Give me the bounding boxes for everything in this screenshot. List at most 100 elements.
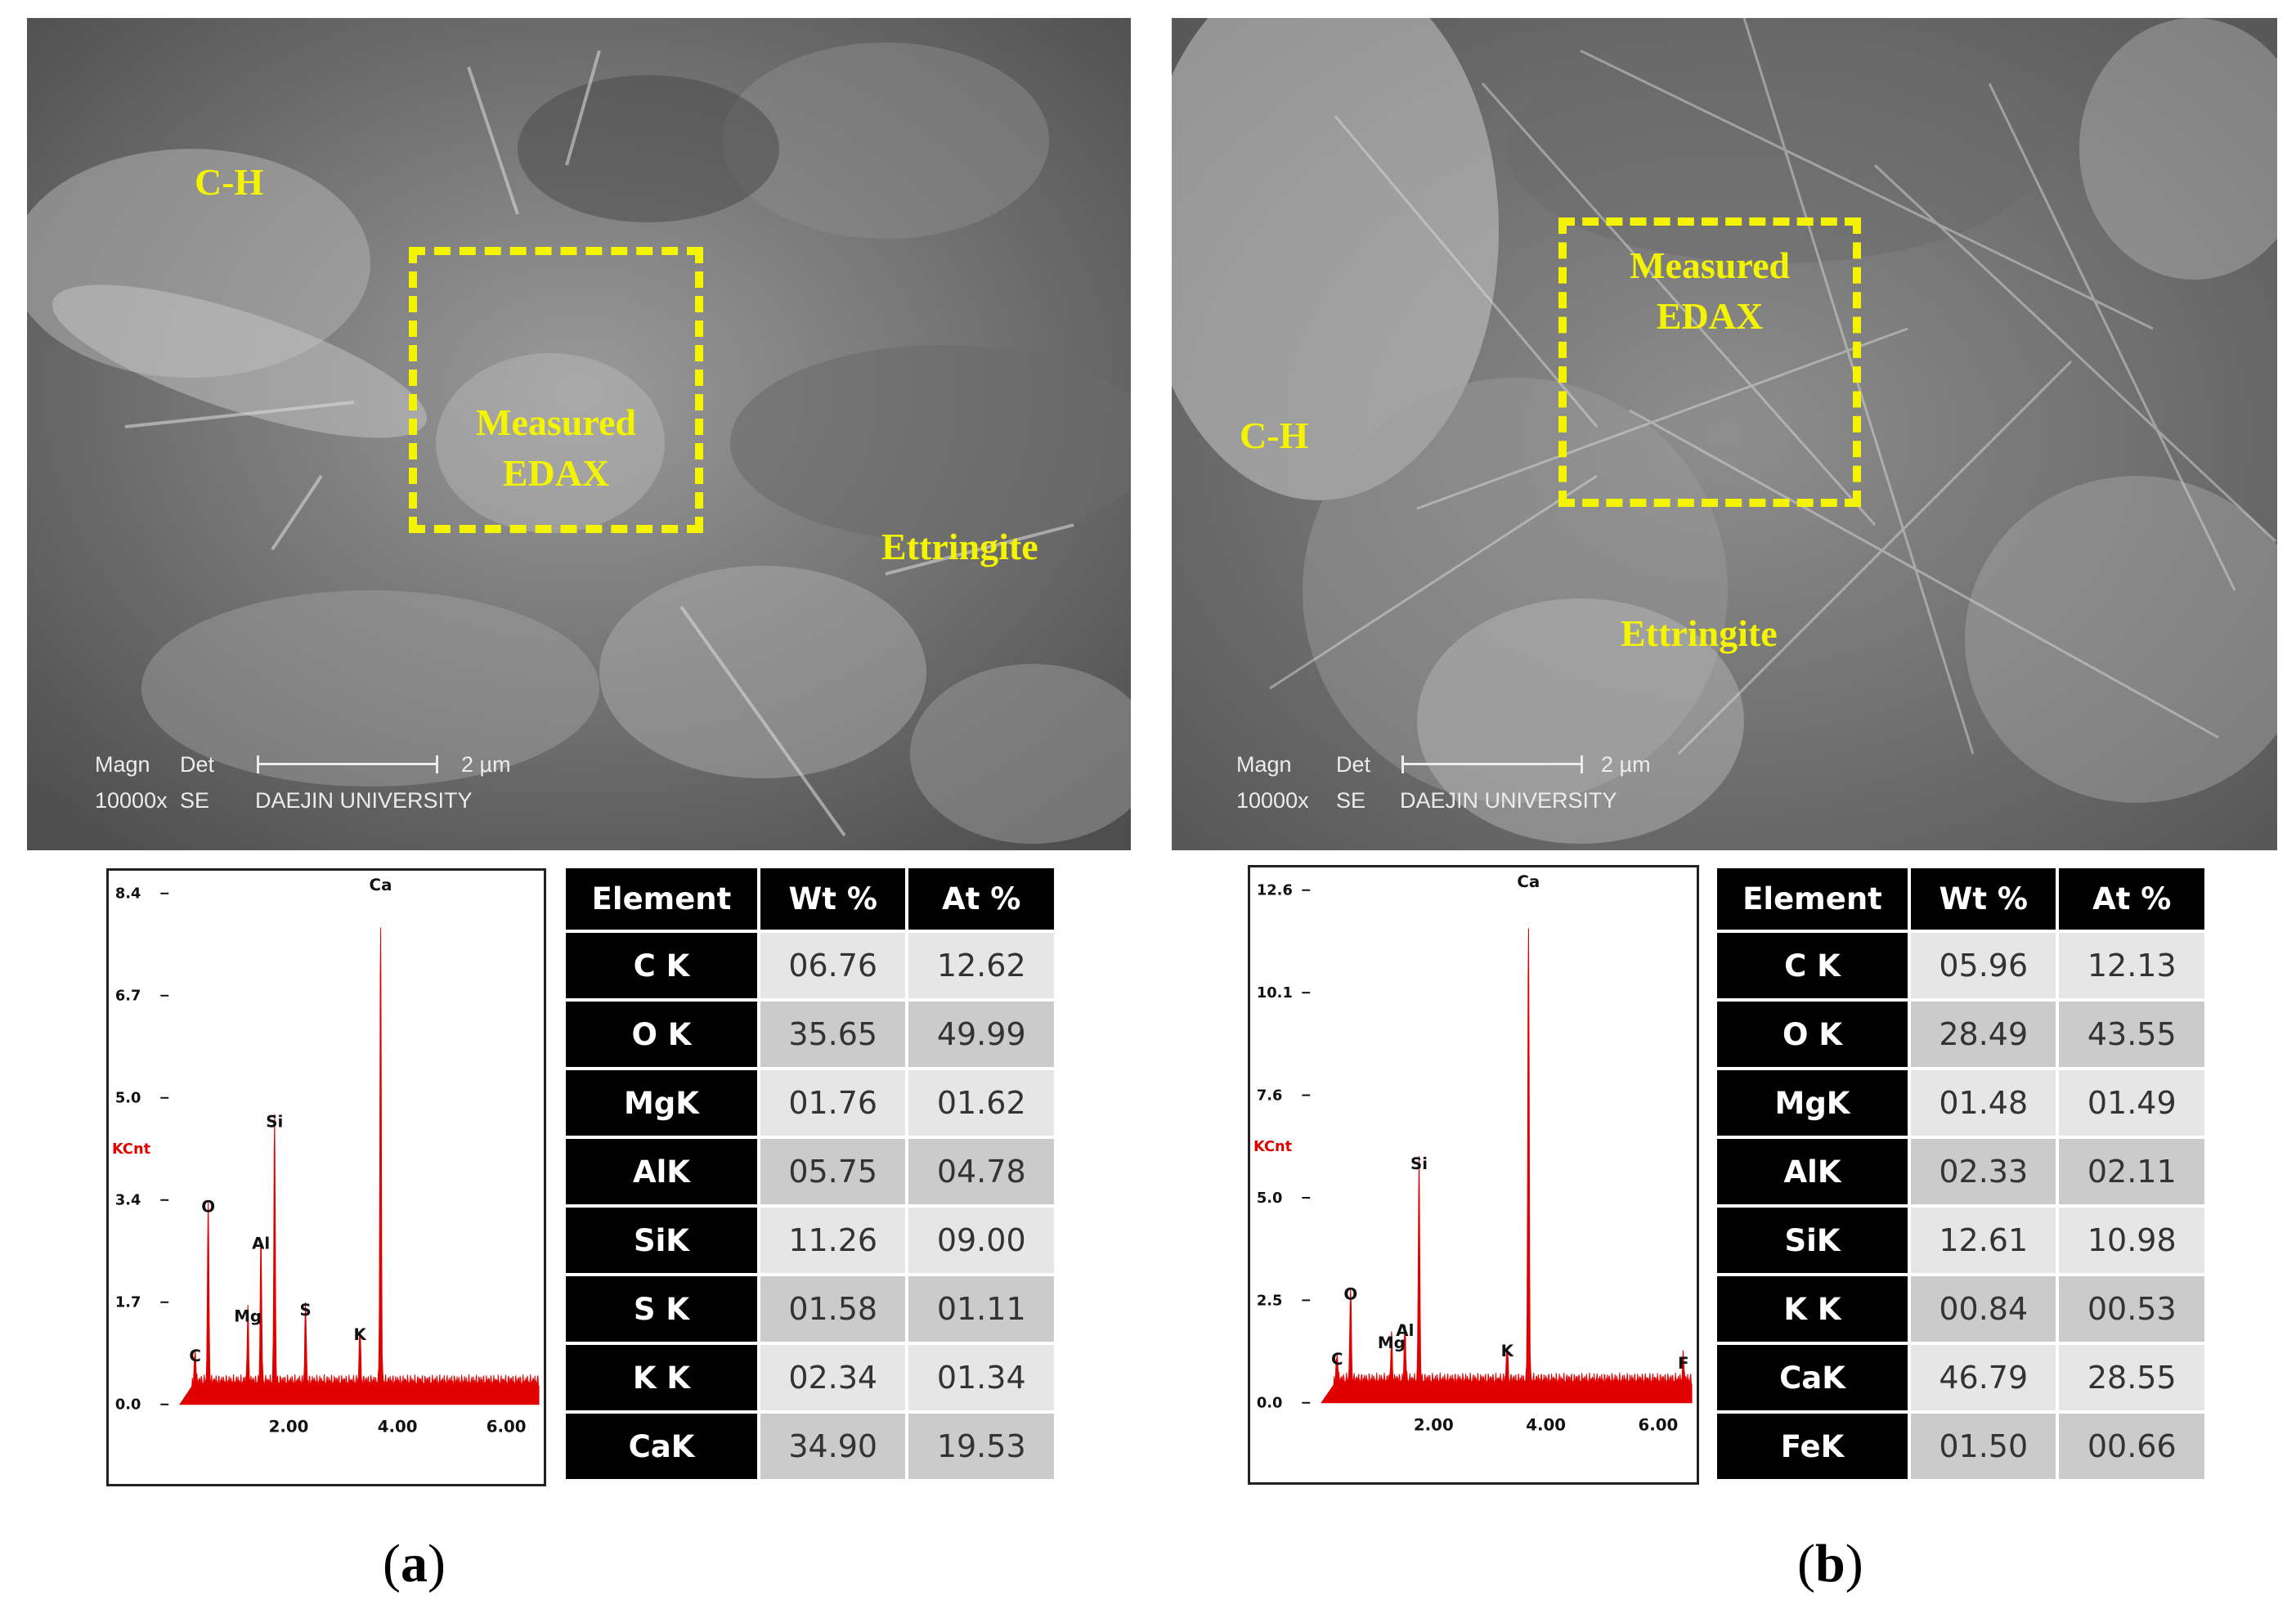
panel-label-letter: a	[400, 1534, 428, 1593]
table-row: AlK 05.75 04.78	[563, 1136, 1057, 1208]
peak-label: O	[1343, 1284, 1357, 1303]
peak-label: Ca	[1517, 872, 1540, 891]
spectrum-trace	[179, 927, 540, 1405]
table-row: S K 01.58 01.11	[563, 1273, 1057, 1345]
panel-label-a: (a)	[383, 1537, 446, 1591]
y-tick-label: 2.5	[1257, 1292, 1283, 1309]
cell-element: AlK	[1714, 1136, 1911, 1208]
sem-micrograph	[27, 18, 1131, 850]
y-tick-label: 0.0	[1257, 1395, 1283, 1412]
cell-at: 12.13	[2056, 930, 2208, 1002]
eds-spectrum: 12.6 10.1 7.6 5.0 2.5 0.0 KCnt 2.00 4.00 6.00 C O Mg…	[1248, 865, 1699, 1485]
magn-value: 10000x	[1236, 788, 1309, 813]
panel-label-close: )	[427, 1534, 446, 1593]
edax-label-line2: EDAX	[1656, 295, 1764, 337]
x-tick-label: 4.00	[1526, 1415, 1566, 1434]
panel-label-letter: b	[1814, 1534, 1845, 1593]
magn-value: 10000x	[95, 788, 168, 813]
y-tick-label: 0.0	[115, 1396, 141, 1414]
measured-edax-box	[409, 247, 703, 533]
edax-label: Measured EDAX	[1575, 240, 1845, 342]
cell-wt: 46.79	[1907, 1342, 2060, 1414]
cell-wt: 01.76	[756, 1067, 909, 1139]
table-row: O K 35.65 49.99	[563, 998, 1057, 1070]
cell-at: 12.62	[905, 930, 1057, 1002]
cell-element: MgK	[1714, 1067, 1911, 1139]
ch-label: C-H	[1240, 415, 1309, 456]
table-row: CaK 34.90 19.53	[563, 1410, 1057, 1482]
spectrum-trace	[1321, 928, 1693, 1404]
cell-at: 04.78	[905, 1136, 1057, 1208]
table-row: SiK 12.61 10.98	[1714, 1204, 2208, 1276]
y-tick-label: 5.0	[1257, 1190, 1283, 1207]
cell-wt: 00.84	[1907, 1273, 2060, 1345]
cell-wt: 34.90	[756, 1410, 909, 1482]
panel-label-open: (	[1797, 1534, 1815, 1593]
peak-label: Mg	[1378, 1333, 1406, 1352]
header-at: At %	[905, 865, 1057, 933]
table-row: FeK 01.50 00.66	[1714, 1410, 2208, 1482]
peak-label: C	[189, 1347, 201, 1365]
cell-wt: 05.96	[1907, 930, 2060, 1002]
scale-text: 2 µm	[461, 752, 511, 777]
sem-image	[27, 18, 1131, 850]
table-row: SiK 11.26 09.00	[563, 1204, 1057, 1276]
cell-at: 01.34	[905, 1342, 1057, 1414]
cell-at: 02.11	[2056, 1136, 2208, 1208]
cell-element: K K	[563, 1342, 760, 1414]
y-tick-label: 3.4	[115, 1192, 141, 1209]
scale-bar	[1401, 755, 1583, 773]
cell-at: 28.55	[2056, 1342, 2208, 1414]
edax-label-line1: Measured	[1630, 244, 1790, 286]
peak-label: Si	[1410, 1154, 1428, 1173]
cell-at: 10.98	[2056, 1204, 2208, 1276]
x-tick-label: 6.00	[1638, 1415, 1678, 1434]
eds-spectrum-plot: 8.4 6.7 5.0 3.4 1.7 0.0 KCnt 2.00 4.00 6.00 C O Mg Al…	[112, 876, 540, 1436]
x-tick-label: 2.00	[269, 1417, 309, 1436]
y-unit-label: KCnt	[112, 1141, 151, 1158]
eds-table: Element Wt % At % C K 05.96 12.13 O K 28.49…	[1714, 865, 2208, 1482]
header-wt: Wt %	[756, 865, 909, 933]
cell-element: MgK	[563, 1067, 760, 1139]
cell-wt: 01.50	[1907, 1410, 2060, 1482]
cell-at: 01.62	[905, 1067, 1057, 1139]
cell-wt: 02.34	[756, 1342, 909, 1414]
peak-label: S	[300, 1301, 312, 1320]
cell-wt: 01.58	[756, 1273, 909, 1345]
panel-b: C-H Ettringite Measured EDAX Magn Det 2 …	[1148, 0, 2296, 1618]
eds-spectrum-plot: 12.6 10.1 7.6 5.0 2.5 0.0 KCnt 2.00 4.00 6.00 C O Mg…	[1253, 872, 1693, 1435]
eds-table: Element Wt % At % C K 06.76 12.62 O K 35.65…	[563, 865, 1057, 1482]
peak-label: K	[1501, 1342, 1514, 1360]
cell-element: O K	[563, 998, 760, 1070]
magn-header: Magn	[95, 752, 150, 777]
peak-label: Al	[1396, 1321, 1414, 1340]
x-tick-label: 2.00	[1414, 1415, 1454, 1434]
peak-label: Ca	[370, 876, 392, 894]
table-row: K K 00.84 00.53	[1714, 1273, 2208, 1345]
cell-wt: 05.75	[756, 1136, 909, 1208]
institution-label: DAEJIN UNIVERSITY	[1400, 788, 1617, 813]
peak-label: Mg	[234, 1307, 262, 1326]
eds-spectrum: 8.4 6.7 5.0 3.4 1.7 0.0 KCnt 2.00 4.00 6.00 C O Mg Al…	[106, 868, 546, 1486]
cell-at: 09.00	[905, 1204, 1057, 1276]
peak-label: F	[1678, 1354, 1689, 1373]
peak-label: C	[1331, 1350, 1343, 1369]
cell-wt: 28.49	[1907, 998, 2060, 1070]
y-tick-label: 1.7	[115, 1294, 141, 1311]
y-tick-label: 10.1	[1257, 984, 1293, 1002]
cell-element: SiK	[563, 1204, 760, 1276]
panel-label-open: (	[383, 1534, 401, 1593]
cell-element: C K	[1714, 930, 1911, 1002]
det-header: Det	[180, 752, 215, 777]
cell-at: 19.53	[905, 1410, 1057, 1482]
y-tick-label: 8.4	[115, 885, 141, 903]
cell-at: 49.99	[905, 998, 1057, 1070]
cell-wt: 02.33	[1907, 1136, 2060, 1208]
panel-label-close: )	[1845, 1534, 1863, 1593]
peak-label: O	[201, 1198, 215, 1217]
table-row: C K 06.76 12.62	[563, 930, 1057, 1002]
table-row: CaK 46.79 28.55	[1714, 1342, 2208, 1414]
sem-image	[1172, 18, 2277, 850]
eds-table-header: Element Wt % At %	[1714, 865, 2208, 933]
peak-label: Si	[266, 1112, 283, 1131]
